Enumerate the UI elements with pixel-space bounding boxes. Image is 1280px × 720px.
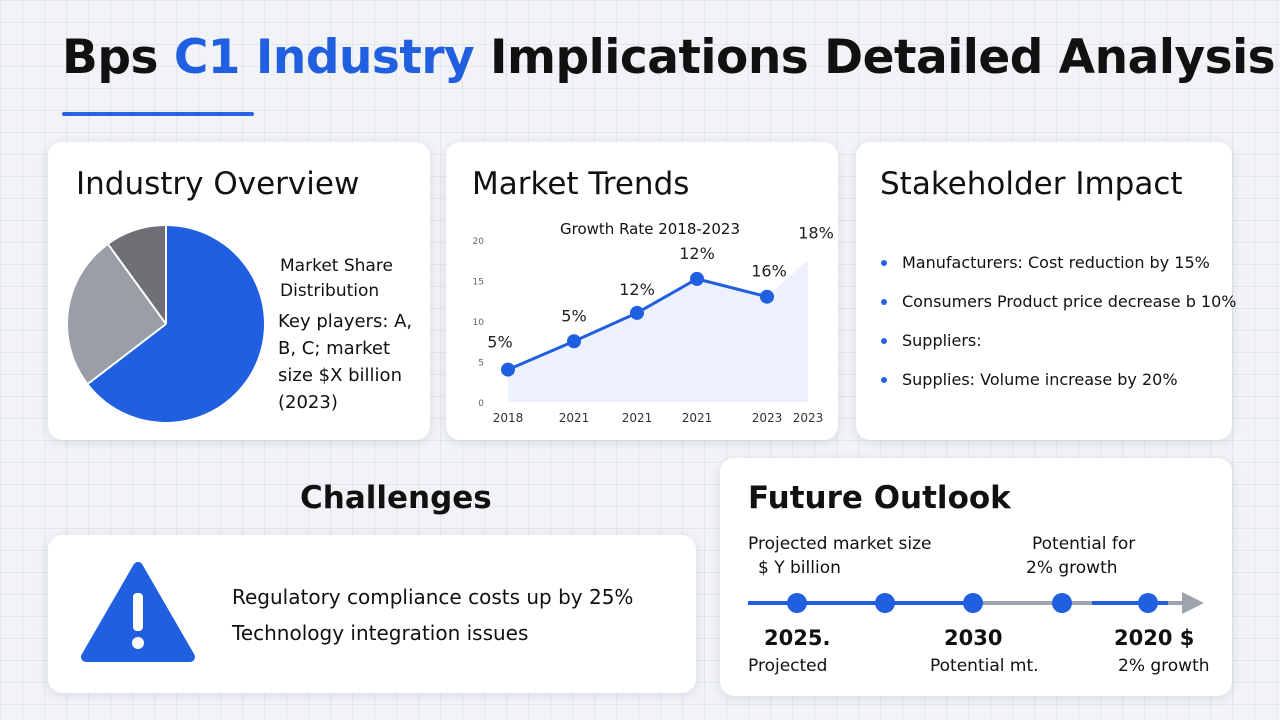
stakeholder-item-text: Suppliers:: [902, 331, 982, 350]
data-label: 5%: [561, 306, 586, 325]
stakeholder-impact-title: Stakeholder Impact: [880, 166, 1183, 202]
chart-area-fill: [508, 260, 808, 402]
potential-growth-line-2: 2% growth: [1026, 558, 1118, 578]
stakeholder-item: Consumers Product price decrease b 10%: [878, 289, 1237, 328]
growth-rate-line-chart: 0 5 10 15 20 2018 2021 2021 2021 2023 2023 5% 5% 12% 1…: [473, 223, 834, 425]
pie-slice-dark-gray: [108, 226, 166, 324]
title-accent: C1 Industry: [173, 30, 475, 85]
projected-market-line-2: $ Y billion: [758, 558, 841, 578]
timeline-year-label: Potential mt.: [930, 656, 1039, 676]
timeline-arrowhead: [1182, 592, 1204, 614]
timeline-dot: [1052, 593, 1072, 613]
title-underline: [62, 112, 254, 116]
data-label: 5%: [487, 333, 512, 352]
data-point: [690, 271, 704, 286]
stakeholder-item: Suppliers:: [878, 328, 1237, 367]
y-tick-label: 20: [473, 237, 485, 247]
bullet-dot: [881, 260, 887, 266]
timeline-dot: [963, 593, 983, 613]
challenge-item: Regulatory compliance costs up by 25%: [232, 585, 634, 609]
market-trends-title: Market Trends: [472, 166, 690, 202]
y-tick-label: 5: [478, 359, 484, 369]
potential-growth-line-1: Potential for: [1032, 534, 1136, 554]
projected-market-line-1: Projected market size: [748, 534, 932, 554]
data-point: [567, 334, 581, 349]
bullet-dot: [881, 299, 887, 305]
x-tick-label: 2021: [559, 411, 590, 425]
stakeholder-item-text: Consumers Product price decrease b 10%: [902, 292, 1237, 311]
market-share-line-1: Market Share: [280, 256, 393, 276]
page-title: Bps C1 Industry Implications Detailed An…: [62, 30, 1276, 85]
pie-slice-gray: [68, 244, 166, 384]
key-players-text: Key players: A, B, C; market size $X bil…: [278, 311, 413, 413]
data-label: 12%: [619, 280, 655, 299]
timeline-dot: [1138, 593, 1158, 613]
data-point: [630, 305, 644, 320]
market-share-label: Market Share Distribution: [280, 254, 393, 304]
stakeholder-item-text: Supplies: Volume increase by 20%: [902, 370, 1178, 389]
x-tick-label: 2023: [793, 411, 824, 425]
future-outlook-title: Future Outlook: [748, 480, 1011, 516]
timeline-year: 2020 $: [1114, 626, 1195, 650]
warning-icon: [81, 562, 195, 662]
timeline-dot: [875, 593, 895, 613]
pie-slice-blue: [88, 226, 264, 422]
data-label: 18%: [798, 223, 834, 242]
industry-overview-card: Industry Overview Market Share Distribut…: [48, 142, 430, 440]
x-tick-label: 2018: [493, 411, 524, 425]
data-label: 12%: [679, 244, 715, 263]
title-prefix: Bps: [62, 30, 174, 85]
x-tick-label: 2021: [622, 411, 653, 425]
challenges-card: Regulatory compliance costs up by 25% Te…: [48, 535, 696, 693]
stakeholder-item: Supplies: Volume increase by 20%: [878, 367, 1237, 406]
market-share-line-2: Distribution: [280, 281, 380, 301]
timeline-year-label: 2% growth: [1118, 656, 1210, 676]
y-tick-label: 15: [473, 278, 484, 288]
timeline-dot: [787, 593, 807, 613]
market-trends-card: Market Trends Growth Rate 2018-2023 0 5 10…: [446, 142, 838, 440]
market-share-pie-chart: [68, 226, 264, 422]
y-tick-label: 10: [473, 318, 485, 328]
data-point: [760, 289, 774, 304]
data-point: [501, 362, 515, 377]
challenge-item: Technology integration issues: [232, 621, 529, 645]
title-rest: Implications Detailed Analysis: [474, 30, 1276, 85]
timeline-year: 2030: [944, 626, 1003, 650]
timeline-year-label: Projected: [748, 656, 828, 676]
y-tick-label: 0: [478, 399, 484, 409]
stakeholder-item-text: Manufacturers: Cost reduction by 15%: [902, 253, 1210, 272]
x-tick-label: 2023: [752, 411, 783, 425]
stakeholder-item: Manufacturers: Cost reduction by 15%: [878, 250, 1237, 289]
data-label: 16%: [751, 262, 787, 281]
challenges-heading: Challenges: [300, 480, 492, 516]
projected-market-text: Projected market size $ Y billion: [748, 532, 932, 580]
bullet-dot: [881, 377, 887, 383]
timeline-year: 2025.: [764, 626, 831, 650]
potential-growth-text: Potential for 2% growth: [1026, 532, 1135, 580]
future-outlook-card: Future Outlook Projected market size $ Y…: [720, 458, 1232, 696]
stakeholder-impact-card: Stakeholder Impact Manufacturers: Cost r…: [856, 142, 1237, 440]
x-tick-label: 2021: [682, 411, 713, 425]
bullet-dot: [881, 338, 887, 344]
growth-rate-chart-title: Growth Rate 2018-2023: [560, 220, 740, 238]
outlook-timeline: [748, 592, 1204, 614]
stakeholder-list: Manufacturers: Cost reduction by 15% Con…: [878, 250, 1237, 406]
industry-overview-title: Industry Overview: [76, 166, 360, 202]
